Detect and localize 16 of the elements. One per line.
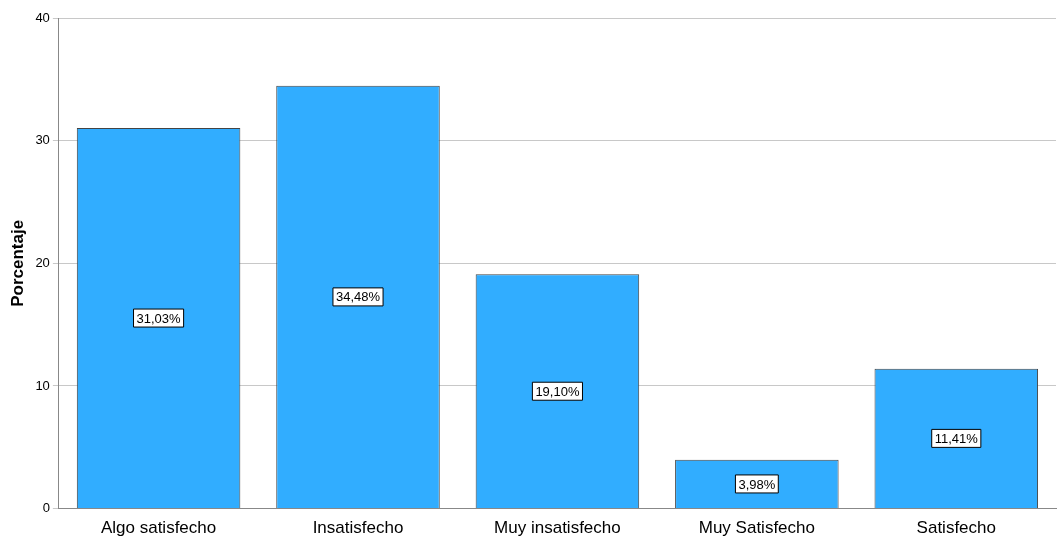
y-tick-label: 20: [35, 254, 50, 270]
data-label: 31,03%: [136, 310, 182, 326]
x-tick-label: Satisfecho: [916, 518, 996, 538]
x-tick-label: Muy insatisfecho: [494, 518, 621, 538]
y-tick-label: 10: [35, 377, 50, 393]
x-tick-label: Insatisfecho: [312, 518, 404, 538]
data-label: 3,98%: [738, 476, 776, 492]
y-tick-label: 30: [35, 132, 50, 148]
y-tick-label: 0: [42, 500, 50, 516]
y-axis-title: Porcentaje: [7, 219, 27, 307]
x-tick-label: Muy Satisfecho: [698, 518, 815, 538]
x-tick-label: Algo satisfecho: [100, 518, 217, 538]
data-label: 19,10%: [535, 383, 580, 399]
data-label: 11,41%: [934, 430, 979, 446]
y-tick-label: 40: [35, 9, 50, 25]
data-label: 34,48%: [335, 289, 381, 305]
